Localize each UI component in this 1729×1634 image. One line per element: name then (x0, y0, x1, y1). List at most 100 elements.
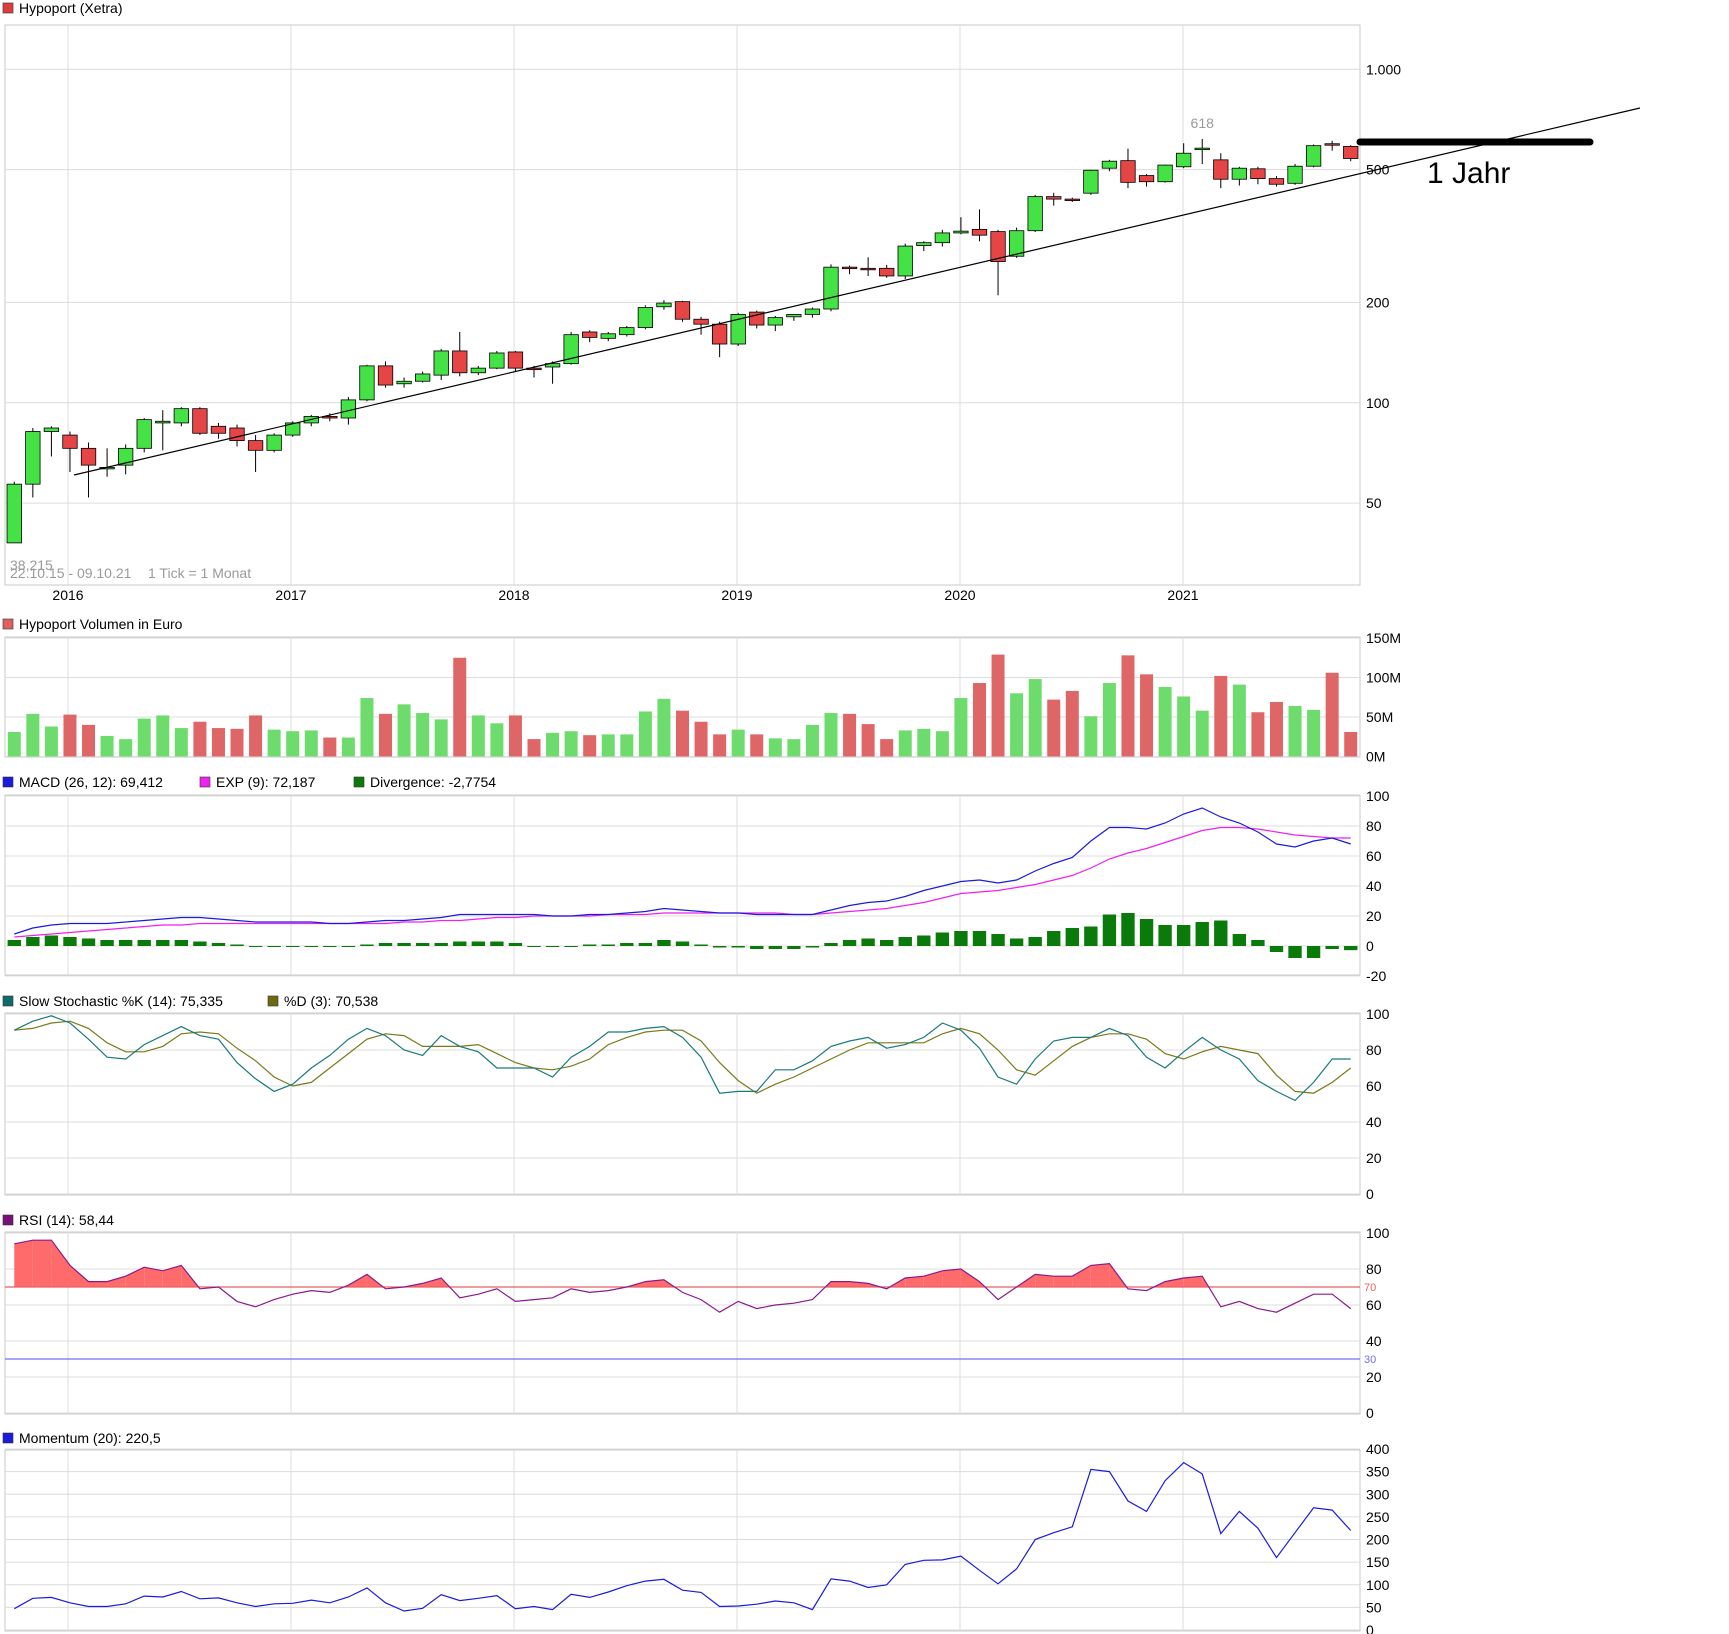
price-candle (377, 361, 394, 388)
macd-divergence-bar (842, 940, 857, 946)
price-candle (953, 217, 969, 235)
rsi-reference-label-30: 30 (1364, 1354, 1376, 1366)
price-candle-body (1083, 169, 1099, 194)
price-candle-body (470, 367, 486, 374)
macd-divergence-bar (1195, 922, 1209, 946)
price-candle (1176, 143, 1192, 169)
volume-bar (601, 734, 615, 757)
stochastic-ytick-label: 80 (1366, 1042, 1382, 1058)
price-candle-body (693, 318, 709, 325)
price-candle-body (786, 314, 802, 318)
year-label: 2019 (721, 587, 752, 603)
price-candle-body (879, 267, 895, 277)
rsi-overbought-area (1090, 1263, 1110, 1287)
volume-bar (230, 728, 244, 757)
price-candle (1027, 194, 1043, 233)
macd-divergence-bar (879, 940, 894, 946)
rsi-overbought-area (1035, 1274, 1054, 1287)
volume-bar (137, 718, 151, 757)
volume-bar (750, 734, 764, 757)
volume-bar (286, 731, 300, 757)
momentum-legend-square-0 (2, 1432, 14, 1444)
price-candle-body (544, 363, 561, 368)
macd-divergence-bar (750, 946, 764, 949)
volume-bar (341, 737, 355, 757)
momentum-ytick-label: 100 (1366, 1577, 1390, 1593)
price-candle-body (1250, 168, 1266, 180)
price-candle-body (359, 365, 375, 401)
volume-bar (1195, 710, 1209, 757)
price-candle-body (155, 420, 171, 424)
price-candle-body (489, 352, 505, 369)
volume-bar (119, 739, 133, 757)
volume-bar (1232, 684, 1246, 757)
price-candle (1101, 159, 1118, 172)
macd-divergence-bar (991, 934, 1005, 946)
momentum-ytick-label: 400 (1366, 1441, 1390, 1457)
macd-divergence-bar (657, 940, 671, 946)
momentum-panel (4, 1449, 1361, 1632)
macd-ytick-label: 40 (1366, 878, 1382, 894)
stochastic-legend-square-0 (2, 995, 14, 1007)
volume-bar (731, 729, 745, 757)
volume-bar (713, 734, 727, 757)
rsi-overbought-area (1053, 1276, 1073, 1287)
price-candle-body (600, 333, 616, 339)
volume-bar (1251, 712, 1265, 757)
rsi-ytick-label: 40 (1366, 1333, 1382, 1349)
momentum-ytick-label: 50 (1366, 1599, 1382, 1615)
price-candle (1250, 166, 1266, 185)
price-candle (1231, 166, 1247, 186)
price-candle-body (452, 350, 468, 374)
rsi-overbought-area (88, 1281, 108, 1287)
tick-interval-label: 1 Tick = 1 Monat (148, 565, 251, 581)
price-candle-body (414, 373, 431, 382)
macd-divergence-bar (675, 941, 690, 946)
macd-divergence-bar (1269, 946, 1284, 952)
volume-bar (211, 728, 225, 757)
macd-divergence-bar (323, 946, 337, 947)
price-candle-body (118, 447, 134, 466)
volume-bar (44, 726, 58, 757)
volume-bar (1269, 701, 1283, 757)
year-label: 2021 (1167, 587, 1198, 603)
macd-legend-label-2: Divergence: -2,7754 (370, 774, 496, 790)
one-year-annotation: 1 Jahr (1427, 157, 1510, 190)
price-candle (43, 426, 60, 457)
price-candle (786, 314, 802, 321)
volume-bar (861, 724, 875, 757)
volume-bar (657, 698, 671, 757)
price-candle (1120, 148, 1136, 189)
rsi-overbought-area (125, 1267, 145, 1287)
volume-bar (1214, 675, 1228, 757)
price-candle (971, 209, 988, 242)
momentum-ytick-label: 150 (1366, 1554, 1390, 1570)
price-candle (544, 361, 561, 384)
price-title-square (2, 2, 14, 14)
volume-bar (63, 714, 77, 757)
price-candle (136, 418, 152, 453)
price-candle-body (1194, 147, 1210, 151)
momentum-ytick-label: 300 (1366, 1486, 1390, 1502)
price-ytick-label: 50 (1366, 495, 1382, 511)
volume-bar (824, 713, 838, 757)
rsi-overbought-area (32, 1240, 52, 1287)
price-candle (210, 422, 227, 439)
macd-divergence-bar (490, 941, 504, 946)
price-candle (1138, 174, 1155, 187)
macd-divergence-bar (156, 940, 170, 946)
rsi-overbought-area (1072, 1265, 1091, 1287)
macd-legend-square-0 (2, 776, 14, 788)
macd-ytick-label: 80 (1366, 818, 1382, 834)
price-candle (674, 300, 691, 322)
macd-divergence-bar (694, 944, 708, 946)
price-candle-body (730, 314, 746, 345)
volume-bar (1102, 683, 1116, 757)
price-candle (656, 300, 672, 310)
price-candle-body (1305, 145, 1322, 167)
price-candle-body (767, 317, 783, 326)
rsi-overbought-area (960, 1269, 980, 1287)
price-candle-body (266, 434, 282, 451)
price-candle-body (563, 334, 579, 365)
price-candle (25, 428, 41, 498)
